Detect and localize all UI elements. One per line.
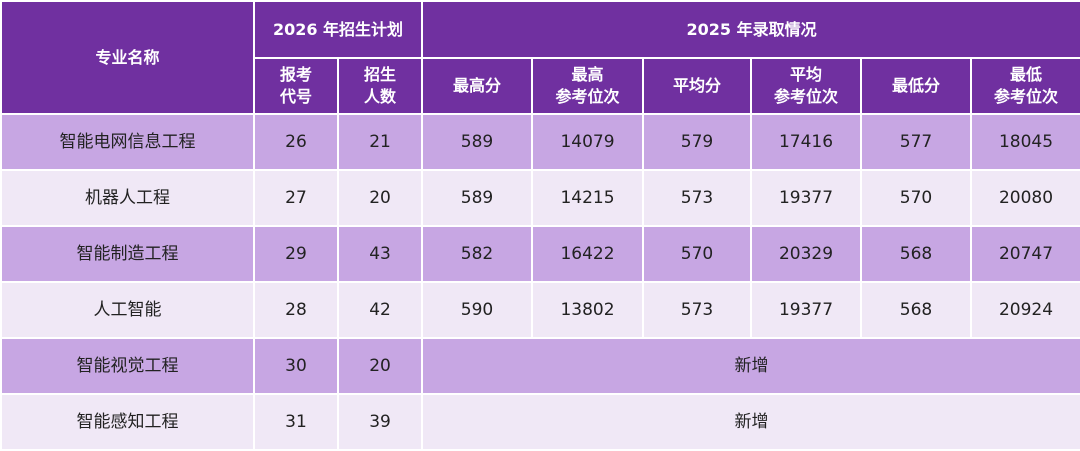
table-cell: 16422 [531,225,645,283]
header-cell: 专业名称 [0,0,255,115]
table-cell: 27 [253,169,339,227]
table-cell: 19377 [750,169,863,227]
table-row: 智能感知工程 31 39 新增 [0,393,1080,451]
header-row: 报考 代号 招生 人数 最高分 最高 参考位次 平均分 平均 参考位次 最低分 最低 参考位次 [1,57,1080,115]
header-cell: 最低 参考位次 [970,57,1080,115]
table-cell: 573 [642,169,753,227]
table-cell: 20080 [970,169,1080,227]
table-cell: 20924 [970,281,1080,339]
table-cell: 新增 [421,337,1080,395]
table-row: 智能制造工程 29 43 582 16422 570 20329 568 20747 [0,225,1080,283]
table-cell: 20 [336,169,424,227]
table-cell: 20747 [970,225,1080,283]
table-cell: 26 [253,113,339,171]
table-cell: 570 [860,169,973,227]
header-cell: 报考 代号 [253,57,339,115]
table-cell: 21 [336,113,424,171]
table-cell: 570 [642,225,753,283]
header-cell: 最低分 [860,57,973,115]
table-cell: 智能制造工程 [0,225,255,283]
table-cell: 人工智能 [0,281,255,339]
table-row: 人工智能 28 42 590 13802 573 19377 568 20924 [0,281,1080,339]
table-cell: 589 [421,113,534,171]
header-cell: 最高 参考位次 [531,57,645,115]
table-cell: 20 [336,337,424,395]
table-cell: 智能感知工程 [0,393,255,451]
header-row: 专业名称 2026 年招生计划 2025 年录取情况 [0,0,1080,115]
table-cell: 智能电网信息工程 [0,113,255,171]
table-row: 机器人工程 27 20 589 14215 573 19377 570 20080 [0,169,1080,227]
table-cell: 13802 [531,281,645,339]
table-cell: 590 [421,281,534,339]
header-cell: 招生 人数 [336,57,424,115]
table-cell: 39 [336,393,424,451]
table-cell: 573 [642,281,753,339]
header-cell: 最高分 [421,57,534,115]
table-cell: 589 [421,169,534,227]
table-cell: 新增 [421,393,1080,451]
table-cell: 568 [860,225,973,283]
table-row: 智能电网信息工程 26 21 589 14079 579 17416 577 18045 [0,113,1080,171]
table-row: 智能视觉工程 30 20 新增 [0,337,1080,395]
table-cell: 17416 [750,113,863,171]
table-cell: 579 [642,113,753,171]
table-cell: 29 [253,225,339,283]
table-cell: 30 [253,337,339,395]
table-cell: 43 [336,225,424,283]
table-cell: 智能视觉工程 [0,337,255,395]
table-cell: 14079 [531,113,645,171]
table-cell: 机器人工程 [0,169,255,227]
table-cell: 20329 [750,225,863,283]
table-cell: 42 [336,281,424,339]
table-cell: 19377 [750,281,863,339]
header-cell: 2026 年招生计划 [252,0,424,59]
table-cell: 568 [860,281,973,339]
table-cell: 18045 [970,113,1080,171]
header-cell: 平均 参考位次 [750,57,863,115]
table-cell: 28 [253,281,339,339]
header-cell: 平均分 [642,57,753,115]
table-cell: 582 [421,225,534,283]
header-cell: 2025 年录取情况 [421,0,1080,59]
table-cell: 31 [253,393,339,451]
table-cell: 577 [860,113,973,171]
table-cell: 14215 [531,169,645,227]
